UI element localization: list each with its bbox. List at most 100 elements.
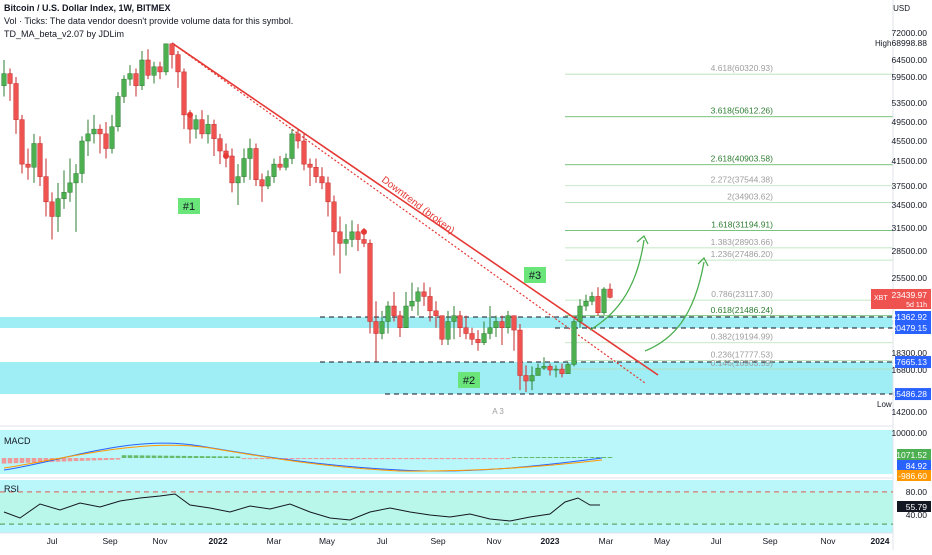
- candle-body: [7, 73, 13, 84]
- macd-bar: [121, 455, 127, 458]
- candle-body: [37, 143, 43, 177]
- time-label-2: Nov: [152, 536, 168, 546]
- projection-arrow-2-head: [697, 256, 709, 267]
- candle-body: [85, 133, 91, 142]
- marker-2: #2: [463, 375, 475, 387]
- fib-label-9: 0.618(21486.24): [711, 305, 774, 315]
- fib-label-2: 2.618(40903.58): [711, 154, 774, 164]
- candle-body: [349, 231, 355, 240]
- macd-bar: [169, 455, 175, 458]
- candle-body: [583, 300, 589, 307]
- macd-bar: [55, 458, 61, 462]
- candle-body: [67, 182, 73, 193]
- indicator-label: TD_MA_beta_v2.07 by JDLim: [4, 29, 125, 39]
- candle-body: [217, 138, 223, 152]
- macd-bar: [571, 457, 577, 458]
- candle-body: [265, 176, 271, 187]
- candle-body: [343, 239, 349, 244]
- marker-3-box: [524, 267, 546, 283]
- macd-bar: [433, 458, 439, 460]
- macd-bar: [523, 457, 529, 458]
- macd-bar: [385, 458, 391, 460]
- candle-body: [1, 73, 7, 86]
- time-label-13: Sep: [762, 536, 777, 546]
- price-tick-0: 72000.00: [892, 28, 928, 38]
- candle-body: [289, 133, 295, 159]
- candle-body: [457, 315, 463, 328]
- macd-bar: [175, 455, 181, 458]
- candle-body: [559, 368, 565, 374]
- macd-bar: [373, 458, 379, 460]
- candle-body: [31, 143, 37, 168]
- time-label-14: Nov: [820, 536, 836, 546]
- candle-body: [409, 300, 415, 307]
- macd-bar: [115, 458, 121, 460]
- macd-histogram: [1, 455, 613, 464]
- macd-bar: [355, 458, 361, 460]
- high-label: High: [875, 39, 891, 48]
- time-label-0: Jul: [47, 536, 58, 546]
- macd-bar: [397, 458, 403, 460]
- macd-bar: [559, 457, 565, 458]
- candle-body: [61, 192, 67, 199]
- macd-bar: [259, 458, 265, 460]
- candle-body: [589, 296, 595, 302]
- candle-body: [487, 327, 493, 334]
- marker-1: #1: [183, 201, 195, 213]
- candle-body: [325, 182, 331, 203]
- macd-bar: [91, 458, 97, 461]
- candle-body: [25, 163, 31, 168]
- macd-pane-bg: [0, 430, 893, 474]
- candle-body: [379, 321, 385, 334]
- candle-body: [73, 173, 79, 184]
- macd-bar: [133, 455, 139, 458]
- fib-label-11: 0.236(17777.53): [711, 349, 774, 359]
- macd-bar: [229, 456, 235, 458]
- level-box-1: [895, 322, 931, 335]
- macd-bar: [109, 458, 115, 460]
- projection-arrow-1: [589, 239, 645, 331]
- candle-body: [13, 83, 19, 120]
- candle-body: [361, 239, 367, 244]
- time-label-9: 2023: [541, 536, 560, 546]
- fib-label-0: 4.618(60320.93): [711, 63, 774, 73]
- price-tick-15: 14200.00: [892, 407, 928, 417]
- marker-3: #3: [529, 270, 541, 282]
- macd-bar: [31, 458, 37, 463]
- candle-body: [577, 305, 583, 322]
- candle-body: [19, 119, 25, 165]
- candle-body: [169, 43, 175, 55]
- candle-body: [241, 158, 247, 177]
- macd-bar: [499, 458, 505, 460]
- macd-bar: [61, 458, 67, 462]
- macd-signal-line: [3, 444, 603, 472]
- candle-body: [295, 133, 301, 142]
- fib-label-8: 0.786(23117.30): [711, 289, 773, 299]
- level-box-label-0: 21362.92: [892, 312, 928, 322]
- support-zone-lower: [0, 362, 893, 394]
- candle-body: [391, 305, 397, 316]
- candle-body: [151, 66, 157, 76]
- candle-body: [211, 124, 217, 139]
- candle-body: [97, 128, 103, 135]
- candle-body: [445, 321, 451, 340]
- bottom-note: A 3: [492, 407, 504, 416]
- candle-body: [181, 71, 187, 116]
- signal-dot-3: [187, 111, 193, 118]
- candle-body: [415, 291, 421, 302]
- macd-bar: [19, 458, 25, 463]
- last-symbol: XBT: [874, 295, 888, 302]
- price-tick-8: 34500.00: [892, 200, 928, 210]
- price-tick-12: 18300.00: [892, 348, 928, 358]
- level-box-label-1: 20479.15: [892, 323, 928, 333]
- candle-body: [229, 155, 235, 184]
- macd-bar: [307, 458, 313, 460]
- macd-value-1: 84.92: [906, 461, 928, 471]
- level-box-3: [895, 388, 931, 401]
- macd-bar: [331, 458, 337, 460]
- candle-body: [91, 128, 97, 135]
- candle-body: [337, 231, 343, 244]
- macd-value-box-1: [897, 460, 931, 471]
- macd-bar: [481, 458, 487, 460]
- candle-body: [319, 176, 325, 184]
